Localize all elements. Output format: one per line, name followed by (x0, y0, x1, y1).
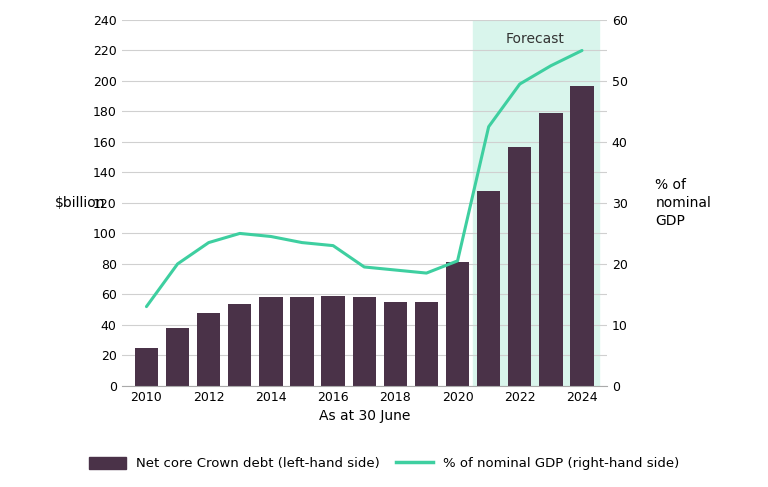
Bar (322, 296, 345, 386)
Bar (539, 113, 562, 386)
Bar (290, 298, 313, 386)
Bar (353, 298, 376, 386)
Bar (166, 328, 189, 386)
Bar (446, 262, 469, 386)
Bar (197, 313, 220, 386)
Text: Forecast: Forecast (506, 32, 564, 46)
Bar (473, 20, 599, 386)
Text: $billion: $billion (55, 196, 105, 210)
Bar (508, 147, 531, 386)
Bar (260, 298, 283, 386)
Bar (477, 191, 500, 386)
Bar (134, 348, 158, 386)
Bar (571, 86, 594, 386)
X-axis label: As at 30 June: As at 30 June (319, 409, 410, 423)
Bar (228, 303, 251, 386)
Bar (384, 302, 407, 386)
Bar (415, 302, 438, 386)
Legend: Net core Crown debt (left-hand side), % of nominal GDP (right-hand side): Net core Crown debt (left-hand side), % … (83, 451, 685, 475)
Text: % of
nominal
GDP: % of nominal GDP (655, 178, 711, 228)
